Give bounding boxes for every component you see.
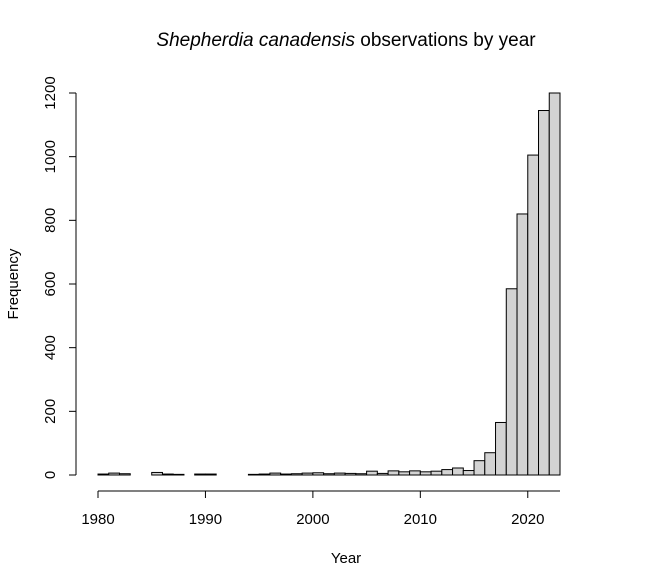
histogram-bar-1999 xyxy=(301,472,314,476)
y-ticks-group: 0 200 400 600 800 1000 1200 xyxy=(42,76,76,479)
histogram-bar-2006 xyxy=(376,472,389,476)
histogram-bar-1995 xyxy=(258,473,271,476)
histogram-bar-2011 xyxy=(430,470,443,476)
y-tick-label-1000: 1000 xyxy=(42,140,59,173)
histogram-bar-2007 xyxy=(387,470,400,476)
histogram-bar-2008 xyxy=(398,471,411,476)
y-tick-label-0: 0 xyxy=(42,471,59,479)
x-tick-label-1980: 1980 xyxy=(81,511,114,528)
histogram-bar-2021 xyxy=(538,110,550,476)
histogram-bar-1986 xyxy=(161,473,174,476)
histogram-bar-2022 xyxy=(548,92,561,476)
histogram-bar-2013 xyxy=(452,467,464,476)
histogram-bar-2014 xyxy=(462,470,475,476)
histogram-bar-1989 xyxy=(194,473,206,476)
histogram-bar-2002 xyxy=(333,472,346,476)
histogram-bar-1996 xyxy=(269,472,282,476)
histogram-bar-1982 xyxy=(118,473,131,476)
histogram-bar-2009 xyxy=(409,470,421,476)
histogram-bar-2010 xyxy=(419,471,432,476)
y-axis-label: Frequency xyxy=(5,248,22,319)
histogram-bar-1998 xyxy=(290,473,303,476)
histogram-bar-2019 xyxy=(516,213,529,476)
histogram-bar-2004 xyxy=(355,473,368,476)
histogram-bar-2000 xyxy=(312,472,325,476)
x-tick-label-2000: 2000 xyxy=(296,511,329,528)
chart-title: Shepherdia canadensis observations by ye… xyxy=(156,30,536,51)
histogram-bar-1985 xyxy=(151,471,163,476)
histogram-bar-1981 xyxy=(108,472,120,476)
x-tick-label-1990: 1990 xyxy=(189,511,222,528)
x-axis-label: Year xyxy=(331,550,361,567)
histogram-bar-1994 xyxy=(247,473,260,476)
y-tick-label-1200: 1200 xyxy=(42,76,59,109)
histogram-bar-2020 xyxy=(527,154,540,476)
histogram-bar-2015 xyxy=(473,460,486,476)
y-tick-label-400: 400 xyxy=(42,335,59,360)
x-tick-label-2020: 2020 xyxy=(511,511,544,528)
histogram-bar-2005 xyxy=(366,470,378,476)
y-tick-label-800: 800 xyxy=(42,208,59,233)
histogram-bar-1980 xyxy=(97,473,110,476)
histogram-bar-2018 xyxy=(505,288,518,476)
histogram-bar-2003 xyxy=(344,472,357,476)
y-tick-label-200: 200 xyxy=(42,399,59,424)
bars-group xyxy=(97,92,561,476)
histogram-bar-2001 xyxy=(323,473,335,476)
histogram-bar-2016 xyxy=(484,452,497,476)
histogram-bar-1987 xyxy=(172,473,185,476)
histogram-bar-1990 xyxy=(204,473,217,476)
histogram-bar-2012 xyxy=(441,469,454,476)
histogram-bar-1997 xyxy=(280,473,292,476)
chart-title-rest: observations by year xyxy=(355,30,536,51)
x-tick-label-2010: 2010 xyxy=(404,511,437,528)
x-ticks-group: 1980 1990 2000 2010 2020 xyxy=(81,491,544,528)
histogram-bar-2017 xyxy=(495,421,507,476)
chart-title-italic: Shepherdia canadensis xyxy=(156,30,355,51)
y-tick-label-600: 600 xyxy=(42,271,59,296)
